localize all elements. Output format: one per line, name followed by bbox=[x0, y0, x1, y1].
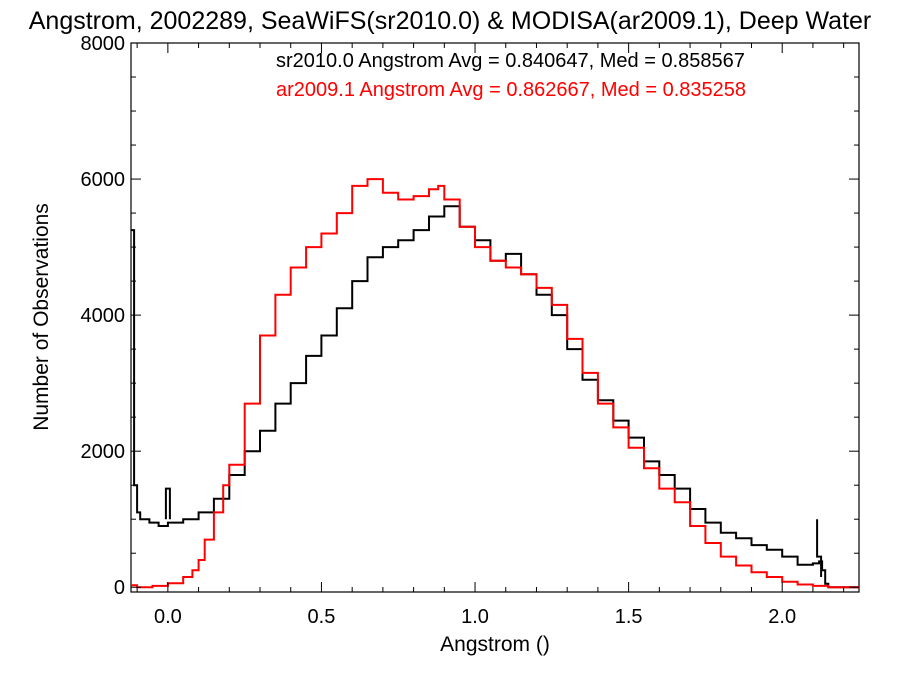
y-tick-label: 2000 bbox=[81, 441, 126, 463]
chart-title: Angstrom, 2002289, SeaWiFS(sr2010.0) & M… bbox=[29, 7, 872, 35]
x-tick-labels: 0.0 0.5 1.0 1.5 2.0 bbox=[154, 606, 796, 628]
stat-line-ar2009: ar2009.1 Angstrom Avg = 0.862667, Med = … bbox=[276, 79, 746, 101]
series-spike-sr2010.0-1 bbox=[816, 519, 823, 577]
x-axis-label: Angstrom () bbox=[440, 633, 550, 656]
x-tick-label: 1.5 bbox=[615, 606, 643, 628]
y-tick-label: 0 bbox=[114, 577, 125, 599]
series-line-sr2010.0 bbox=[131, 205, 859, 589]
series-line-ar2009.1 bbox=[131, 178, 859, 589]
y-axis-label: Number of Observations bbox=[30, 203, 53, 431]
x-tick-label: 0.0 bbox=[154, 606, 182, 628]
plot-frame bbox=[130, 42, 860, 593]
y-tick-label: 8000 bbox=[81, 33, 126, 55]
plot-area bbox=[130, 42, 860, 593]
x-tick-label: 2.0 bbox=[768, 606, 796, 628]
tick-layer bbox=[131, 42, 859, 592]
series-spike-sr2010.0-0 bbox=[164, 487, 171, 520]
y-tick-label: 4000 bbox=[81, 305, 126, 327]
x-tick-label: 0.5 bbox=[308, 606, 336, 628]
series-layer bbox=[131, 178, 859, 589]
x-tick-label: 1.0 bbox=[461, 606, 489, 628]
y-tick-label: 6000 bbox=[81, 169, 126, 191]
stat-line-sr2010: sr2010.0 Angstrom Avg = 0.840647, Med = … bbox=[276, 50, 745, 72]
y-tick-labels: 0 2000 4000 6000 8000 bbox=[81, 33, 126, 599]
